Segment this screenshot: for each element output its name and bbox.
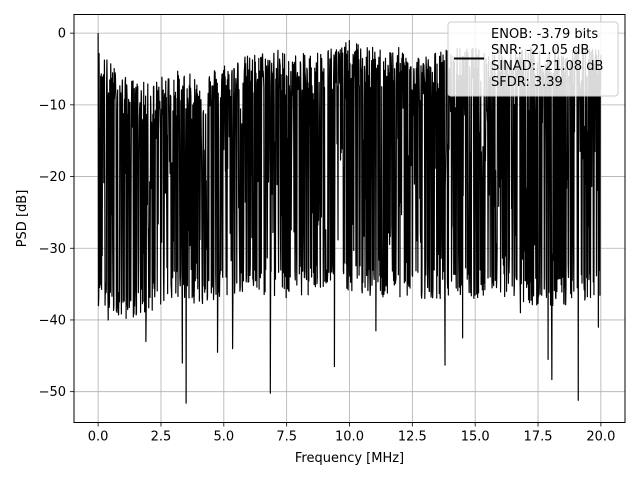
legend-snr: SNR: -21.05 dB [491,43,589,58]
x-tick-label: 2.5 [151,430,172,445]
y-tick-label: −10 [39,98,66,113]
legend-sinad: SINAD: -21.08 dB [491,59,603,74]
x-tick-label: 20.0 [586,430,615,445]
x-tick-label: 17.5 [524,430,553,445]
x-tick-label: 5.0 [213,430,234,445]
x-axis-label: Frequency [MHz] [295,451,404,466]
psd-line [97,33,602,404]
x-tick-label: 7.5 [276,430,297,445]
psd-series [97,33,602,404]
x-tick-label: 15.0 [461,430,490,445]
y-axis-ticks: 0 −10 −20 −30 −40 −50 [39,27,74,400]
legend-sfdr: SFDR: 3.39 [491,75,563,90]
x-tick-label: 10.0 [335,430,364,445]
x-tick-label: 0.0 [88,430,109,445]
x-tick-label: 12.5 [398,430,427,445]
y-tick-label: −40 [39,313,66,328]
legend-enob: ENOB: -3.79 bits [491,27,598,42]
y-tick-label: −30 [39,242,66,257]
x-axis-ticks: 0.0 2.5 5.0 7.5 10.0 12.5 15.0 17.5 20.0 [88,422,615,445]
y-tick-label: −20 [39,170,66,185]
legend-box [447,21,619,97]
legend: ENOB: -3.79 bits SNR: -21.05 dB SINAD: -… [447,21,619,97]
y-axis-label: PSD [dB] [15,190,30,248]
y-tick-label: 0 [58,27,66,42]
y-tick-label: −50 [39,385,66,400]
